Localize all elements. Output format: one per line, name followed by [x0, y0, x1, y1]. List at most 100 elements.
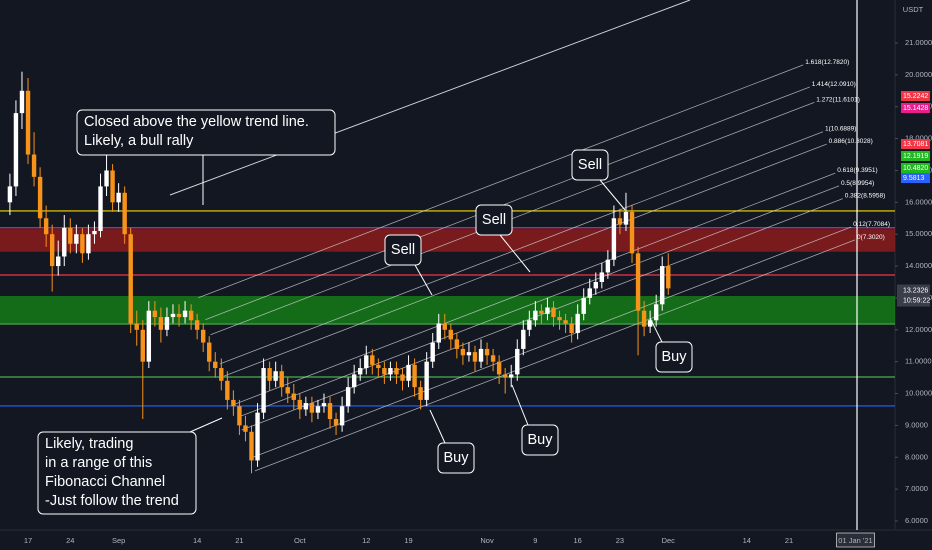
fib-line: [205, 86, 810, 320]
candle-body: [7, 186, 13, 203]
candle-body: [345, 387, 351, 407]
candle-body: [635, 253, 641, 311]
candle-body: [31, 154, 37, 177]
x-tick-label: Oct: [294, 536, 307, 545]
candle-body: [496, 361, 502, 375]
candle-body: [25, 90, 31, 155]
callout-pointer: [414, 264, 433, 296]
candle-body: [152, 310, 158, 318]
price-tag: 13.7081: [903, 141, 928, 148]
candle-body: [460, 348, 466, 356]
price-tag-bg: [901, 173, 930, 183]
y-tick-label: 9.0000: [905, 420, 928, 429]
candle-body: [273, 371, 278, 381]
candle-body: [285, 387, 290, 394]
candle-body: [261, 368, 266, 413]
price-tag-bg: [901, 139, 930, 149]
candle-body: [333, 419, 339, 426]
candle-body: [581, 297, 586, 314]
current-price: 13.2326: [903, 287, 928, 294]
fib-label: 0.886(10.3028): [829, 138, 873, 145]
x-tick-label: 14: [743, 536, 751, 545]
x-tick-label: 14: [193, 536, 201, 545]
callout-box: [437, 442, 475, 474]
candle-body: [442, 323, 447, 330]
candle-body: [170, 313, 176, 318]
candle-body: [19, 90, 25, 114]
x-tick-label: Sep: [112, 536, 125, 545]
candle-body: [509, 374, 514, 378]
x-tick-label: 21: [785, 536, 793, 545]
fib-label: 0.5(8.9954): [841, 180, 874, 187]
candle-body: [219, 368, 224, 381]
candle-body: [188, 310, 194, 321]
x-tick-label: 24: [66, 536, 74, 545]
callout-pointer: [429, 409, 446, 444]
candle-body: [182, 310, 188, 318]
candle-body: [339, 406, 345, 426]
candle-body: [116, 192, 121, 203]
y-tick-label: 7.0000: [905, 484, 928, 493]
signal-label: Buy: [528, 432, 554, 448]
callout-box: [655, 341, 693, 373]
x-tick-label: 19: [404, 536, 412, 545]
candle-body: [128, 234, 133, 324]
candle-body: [394, 368, 399, 375]
signal-label: Buy: [662, 349, 688, 365]
price-tag-bg: [901, 151, 930, 161]
candle-body: [436, 323, 441, 343]
fib-line: [254, 239, 856, 472]
candle-body: [539, 310, 544, 314]
candle-body: [448, 329, 454, 340]
candle-body: [599, 272, 605, 282]
y-tick-label: 20.0000: [905, 70, 932, 79]
price-tag: 10.4820: [903, 165, 928, 172]
candle-body: [653, 304, 659, 321]
x-tick-label: 16: [573, 536, 581, 545]
x-tick-label: 23: [616, 536, 624, 545]
candle-body: [641, 310, 647, 327]
candle-body: [545, 307, 550, 314]
candle-body: [611, 218, 617, 260]
candle-body: [49, 234, 55, 267]
candle-body: [200, 329, 206, 343]
fib-label: 0(7.3020): [857, 234, 885, 241]
candle-body: [412, 364, 417, 388]
countdown: 10:59:22: [903, 297, 930, 304]
y-tick-label: 14.0000: [905, 261, 932, 270]
candle-body: [466, 352, 472, 356]
price-tag: 15.2242: [903, 93, 928, 100]
callout-text: Likely, trading: [45, 436, 133, 452]
candle-body: [563, 320, 568, 324]
x-tick-label: 9: [533, 536, 537, 545]
callout-text: Fibonacci Channel: [45, 474, 165, 490]
fib-label: 1.618(12.7820): [805, 59, 849, 66]
candle-body: [430, 342, 435, 362]
callout-text: -Just follow the trend: [45, 493, 179, 509]
candle-body: [279, 371, 284, 388]
x-tick-label: 17: [24, 536, 32, 545]
candle-body: [515, 348, 520, 375]
candle-body: [303, 403, 309, 410]
callout-pointer: [649, 317, 663, 343]
signal-label: Sell: [578, 157, 602, 173]
candle-body: [62, 227, 67, 257]
y-tick-label: 8.0000: [905, 452, 928, 461]
x-tick-label: 01 Jan '21: [838, 536, 872, 545]
candle-body: [454, 339, 460, 349]
callout-text: Closed above the yellow trend line.: [84, 114, 309, 130]
candle-body: [237, 406, 242, 426]
candle-body: [231, 399, 236, 407]
price-tag-bg: [901, 163, 930, 173]
callout-text: Likely, a bull rally: [84, 133, 194, 149]
candle-body: [418, 387, 423, 400]
candle-body: [557, 317, 562, 321]
candle-body: [521, 329, 526, 349]
fib-line: [233, 172, 836, 406]
candle-body: [37, 176, 43, 219]
candle-body: [297, 399, 303, 410]
callout-box: [76, 109, 336, 156]
candle-body: [490, 355, 496, 362]
candle-body: [176, 313, 182, 318]
